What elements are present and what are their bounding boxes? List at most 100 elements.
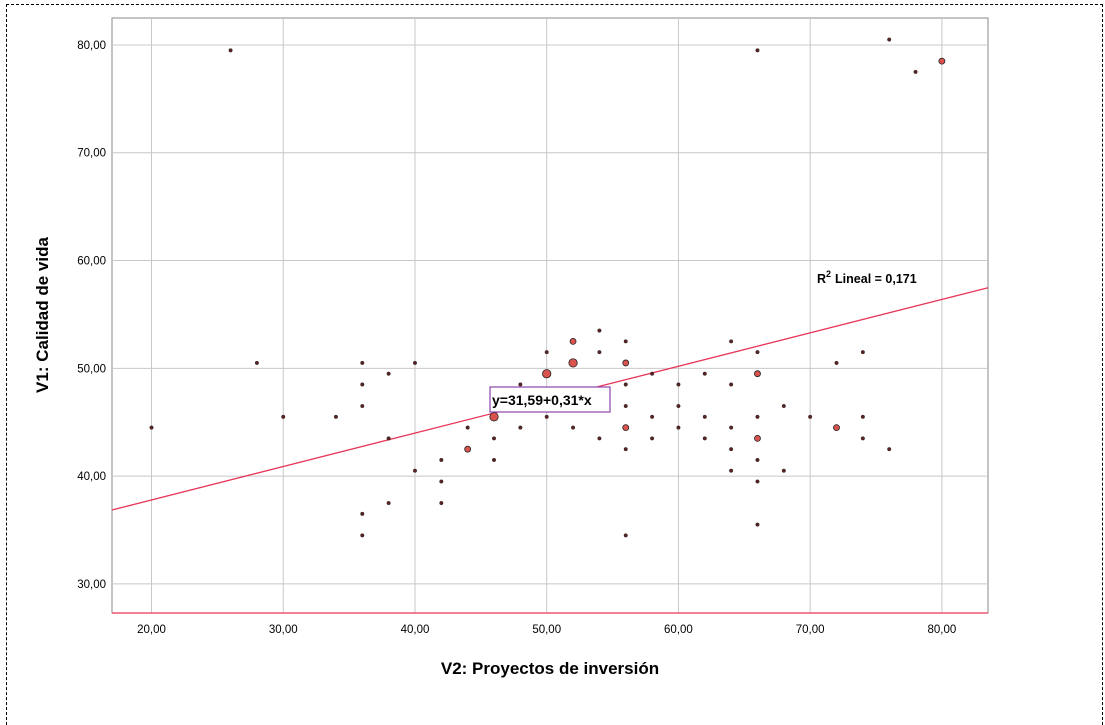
x-tick-label: 40,00	[401, 624, 430, 636]
data-point	[542, 369, 552, 379]
data-point	[676, 404, 681, 409]
x-tick-label: 70,00	[796, 624, 825, 636]
data-point	[465, 425, 470, 430]
r2-superscript: 2	[826, 269, 831, 279]
data-point	[755, 350, 760, 355]
y-tick-label: 60,00	[77, 256, 106, 268]
y-tick-label: 30,00	[77, 579, 106, 591]
fit-equation-text: y=31,59+0,31*x	[492, 392, 592, 408]
data-point	[439, 501, 444, 506]
data-point	[386, 436, 391, 441]
data-point	[623, 404, 628, 409]
data-point	[676, 382, 681, 387]
data-point	[412, 360, 417, 365]
tick-labels-layer: 20,00 30,00 40,00 50,00 60,00 70,00 80,00 30,00…	[77, 40, 956, 636]
x-tick-label: 30,00	[269, 624, 298, 636]
data-point	[439, 479, 444, 484]
r2-prefix: R	[817, 272, 826, 286]
data-point	[834, 360, 839, 365]
data-point	[702, 371, 707, 376]
data-point	[860, 436, 865, 441]
data-point	[544, 350, 549, 355]
grid-layer	[112, 18, 988, 614]
fit-equation-box: y=31,59+0,31*x	[489, 386, 611, 413]
data-point	[833, 424, 840, 432]
x-tick-label: 60,00	[664, 624, 693, 636]
data-point	[492, 436, 497, 441]
data-point	[702, 414, 707, 419]
data-point	[781, 468, 786, 473]
fit-equation-border	[489, 386, 611, 413]
data-point	[781, 404, 786, 409]
data-point	[360, 533, 365, 538]
data-point	[464, 445, 472, 453]
data-point	[887, 37, 892, 42]
data-point	[755, 48, 760, 53]
data-point	[729, 382, 734, 387]
data-point	[755, 457, 760, 462]
data-point	[729, 447, 734, 452]
data-point	[729, 425, 734, 430]
data-point	[755, 522, 760, 527]
data-point	[386, 371, 391, 376]
data-point	[571, 425, 576, 430]
y-axis-title: V1: Calidad de vida	[33, 237, 52, 393]
data-point	[386, 501, 391, 506]
data-point	[650, 436, 655, 441]
y-tick-label: 40,00	[77, 471, 106, 483]
data-point	[623, 339, 628, 344]
data-point	[913, 69, 918, 74]
x-axis-title: V2: Proyectos de inversión	[441, 659, 659, 678]
y-tick-label: 70,00	[77, 148, 106, 160]
data-point	[228, 48, 233, 53]
data-point	[360, 404, 365, 409]
data-point	[755, 414, 760, 419]
data-point	[622, 359, 630, 367]
data-point	[569, 337, 577, 345]
data-point	[676, 425, 681, 430]
data-point	[938, 57, 946, 65]
data-point	[702, 436, 707, 441]
data-point	[622, 424, 630, 432]
data-point	[623, 447, 628, 452]
data-point	[492, 457, 497, 462]
data-point	[729, 339, 734, 344]
data-point	[860, 350, 865, 355]
data-point	[439, 457, 444, 462]
data-point	[650, 371, 655, 376]
points-layer	[149, 37, 946, 538]
data-point	[729, 468, 734, 473]
data-point	[518, 382, 523, 387]
data-point	[544, 414, 549, 419]
data-point	[808, 414, 813, 419]
data-point	[597, 350, 602, 355]
data-point	[623, 533, 628, 538]
x-tick-label: 20,00	[137, 624, 166, 636]
scatter-chart: 20,00 30,00 40,00 50,00 60,00 70,00 80,00 30,00…	[33, 17, 989, 678]
x-tick-label: 80,00	[928, 624, 957, 636]
data-point	[597, 436, 602, 441]
y-tick-label: 50,00	[77, 363, 106, 375]
data-point	[755, 479, 760, 484]
data-point	[360, 511, 365, 516]
data-point	[754, 434, 761, 442]
r2-annotation: R2 Lineal = 0,171	[817, 269, 917, 286]
data-point	[650, 414, 655, 419]
data-point	[360, 360, 365, 365]
data-point	[281, 414, 286, 419]
data-point	[489, 412, 499, 422]
x-tick-label: 50,00	[532, 624, 561, 636]
data-point	[518, 425, 523, 430]
data-point	[860, 414, 865, 419]
data-point	[254, 360, 259, 365]
data-point	[887, 447, 892, 452]
data-point	[623, 382, 628, 387]
chart-frame	[6, 4, 1103, 725]
data-point	[360, 382, 365, 387]
data-point	[333, 414, 338, 419]
y-tick-label: 80,00	[77, 40, 106, 52]
r2-text: Lineal = 0,171	[835, 272, 917, 286]
data-point	[568, 358, 578, 368]
data-point	[149, 425, 154, 430]
